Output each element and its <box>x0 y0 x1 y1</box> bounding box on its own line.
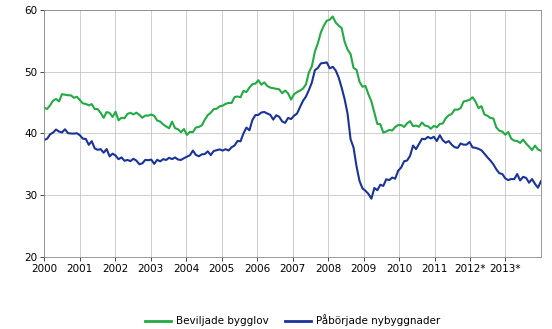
Legend: Beviljade bygglov, Påbörjade nybyggnader: Beviljade bygglov, Påbörjade nybyggnader <box>141 310 444 329</box>
